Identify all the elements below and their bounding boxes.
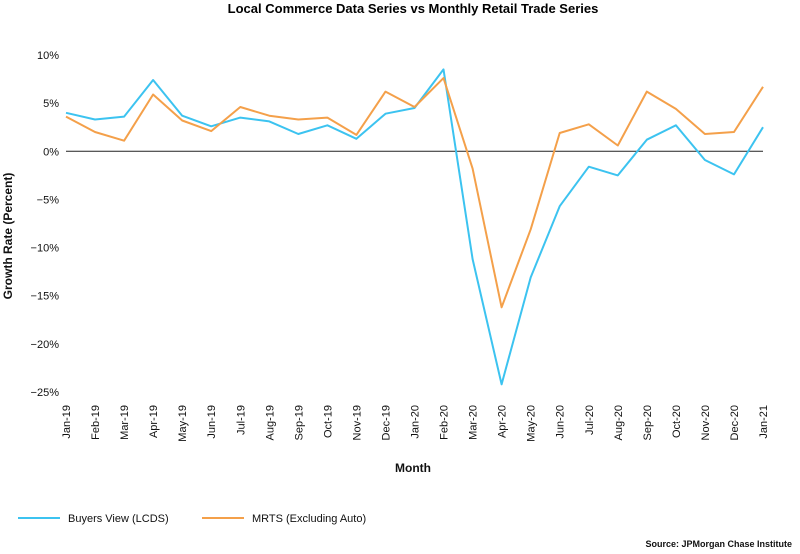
x-tick-label: Dec-20 bbox=[729, 405, 741, 440]
series-lines bbox=[65, 68, 764, 386]
x-tick-label: Jan-21 bbox=[758, 405, 770, 439]
x-tick-label: Oct-19 bbox=[322, 405, 334, 438]
y-tick-label: −20% bbox=[31, 339, 60, 351]
x-tick-label: Jun-19 bbox=[206, 405, 218, 439]
y-axis-ticks: 10% 5% 0% −5% −10% −15% −20% −25% bbox=[31, 50, 60, 399]
x-tick-label: Aug-19 bbox=[264, 405, 276, 440]
x-tick-label: Aug-20 bbox=[613, 405, 625, 440]
x-tick-label: May-19 bbox=[177, 405, 189, 442]
source-note: Source: JPMorgan Chase Institute bbox=[645, 539, 792, 549]
x-tick-label: Nov-19 bbox=[351, 405, 363, 440]
y-tick-label: −15% bbox=[31, 291, 60, 303]
y-tick-label: 5% bbox=[43, 98, 59, 110]
x-tick-label: Sep-20 bbox=[642, 405, 654, 440]
x-tick-label: Mar-19 bbox=[119, 405, 131, 440]
series-line-1 bbox=[65, 68, 764, 386]
x-tick-label: Jan-20 bbox=[410, 405, 422, 439]
x-tick-label: Nov-20 bbox=[700, 405, 712, 440]
y-tick-label: −25% bbox=[31, 387, 60, 399]
y-tick-label: −10% bbox=[31, 243, 60, 255]
y-tick-label: 0% bbox=[43, 146, 59, 158]
x-tick-label: Feb-19 bbox=[90, 405, 102, 440]
x-axis-ticks: Jan-19 Feb-19 Mar-19 Apr-19 May-19 Jun-19 Jul-… bbox=[61, 405, 770, 442]
x-tick-label: May-20 bbox=[526, 405, 538, 442]
y-tick-label: 10% bbox=[37, 50, 59, 62]
x-axis-label: Month bbox=[395, 461, 431, 475]
y-tick-label: −5% bbox=[37, 194, 60, 206]
legend: Buyers View (LCDS) MRTS (Excluding Auto) bbox=[18, 513, 366, 525]
x-tick-label: Apr-19 bbox=[148, 405, 160, 438]
x-tick-label: Feb-20 bbox=[439, 405, 451, 440]
chart-title: Local Commerce Data Series vs Monthly Re… bbox=[228, 1, 599, 16]
series-line-2 bbox=[65, 77, 764, 309]
x-tick-label: Sep-19 bbox=[293, 405, 305, 440]
x-tick-label: Mar-20 bbox=[468, 405, 480, 440]
x-tick-label: Apr-20 bbox=[497, 405, 509, 438]
x-tick-label: Jun-20 bbox=[555, 405, 567, 439]
y-axis-label: Growth Rate (Percent) bbox=[1, 173, 15, 300]
x-tick-label: Jul-20 bbox=[584, 405, 596, 435]
legend-label-1: Buyers View (LCDS) bbox=[68, 513, 169, 525]
x-tick-label: Oct-20 bbox=[671, 405, 683, 438]
x-tick-label: Jul-19 bbox=[235, 405, 247, 435]
x-tick-label: Dec-19 bbox=[380, 405, 392, 440]
x-tick-label: Jan-19 bbox=[61, 405, 73, 439]
legend-label-2: MRTS (Excluding Auto) bbox=[252, 513, 366, 525]
